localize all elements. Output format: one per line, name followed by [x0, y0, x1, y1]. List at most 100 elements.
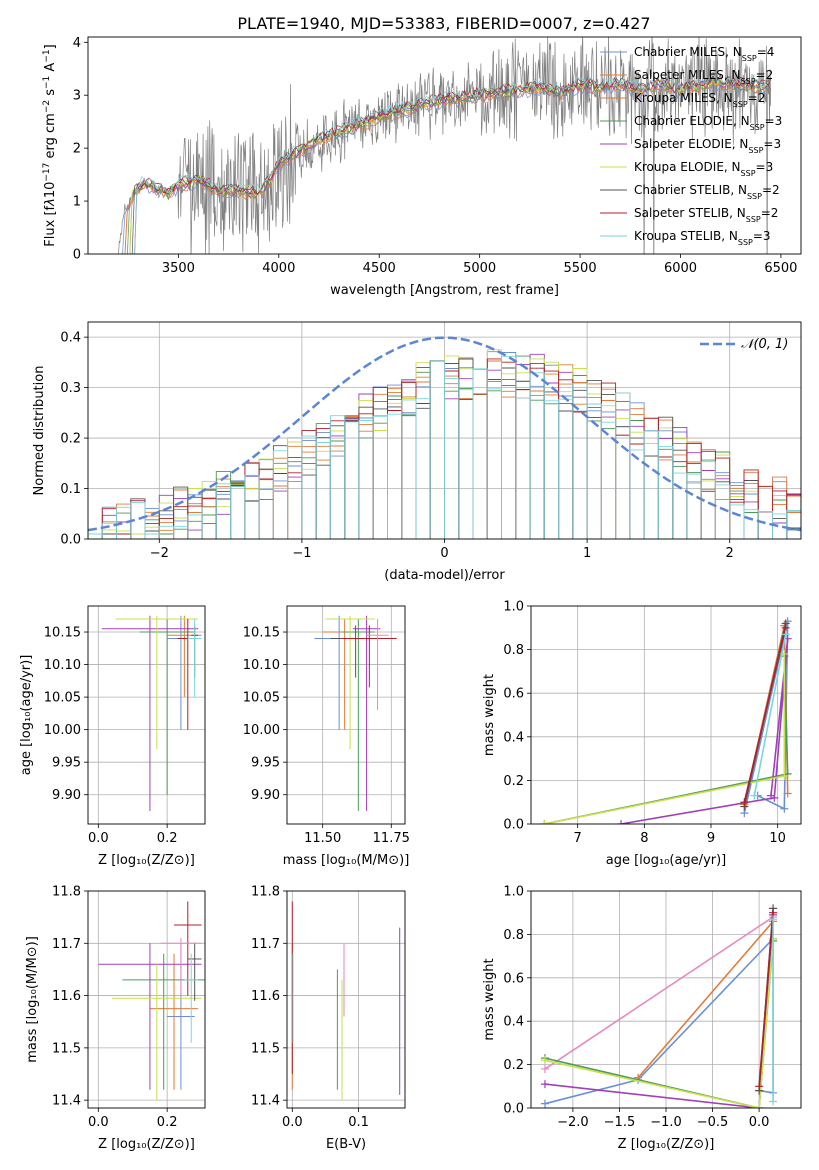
- model-line-8: [120, 74, 772, 254]
- x-tick-label: 3500: [162, 261, 195, 276]
- y-tick-label: 4: [73, 36, 81, 51]
- y-axis-label: mass [log₁₀(M/M⊙)]: [25, 936, 40, 1063]
- axes-frame: [87, 890, 206, 1109]
- y-tick-label: 0.4: [503, 1015, 524, 1030]
- x-tick-label: 4000: [262, 261, 295, 276]
- axes-frame: [530, 605, 802, 825]
- y-tick-label: 0: [73, 248, 81, 263]
- legend-label: Salpeter ELODIE, NSSP=3: [634, 137, 781, 155]
- weight-marker: [769, 915, 778, 924]
- plot-area-mass-vs-z: [88, 891, 205, 1108]
- plot-area-spectrum: [118, 37, 772, 254]
- x-tick-label: 0.0: [88, 1115, 109, 1130]
- weight-marker: [755, 1104, 764, 1108]
- weight-marker: [755, 1082, 764, 1091]
- x-tick-label: −1.0: [650, 1115, 682, 1130]
- x-tick-label: 0.2: [157, 831, 178, 846]
- axes-frame: [87, 321, 802, 540]
- y-tick-label: 11.4: [251, 1094, 280, 1109]
- weight-line-4: [544, 914, 774, 1108]
- weight-line-5: [544, 938, 774, 1108]
- weight-line-2: [544, 916, 774, 1070]
- y-axis-label: mass weight: [482, 958, 497, 1040]
- y-tick-label: 10.15: [243, 626, 280, 641]
- y-tick-label: 9.95: [52, 756, 81, 771]
- legend-label: Kroupa STELIB, NSSP=3: [634, 229, 771, 247]
- y-axis-label: Flux [fλ10−17 erg cm−2 s−1 A−1]: [42, 44, 58, 246]
- y-axis-label: age [log₁₀(age/yr)]: [19, 655, 34, 776]
- y-tick-label: 0.0: [503, 1102, 524, 1117]
- legend-label: Chabrier ELODIE, NSSP=3: [634, 114, 782, 132]
- y-tick-label: 11.7: [52, 937, 81, 952]
- weight-marker: [780, 772, 789, 781]
- y-tick-label: 0.2: [503, 1058, 524, 1073]
- x-axis-label: Z [log₁₀(Z/Z⊙)]: [618, 1137, 715, 1152]
- plot-area-age-vs-z: [88, 606, 205, 824]
- y-axis-label: mass weight: [482, 674, 497, 756]
- y-axis-label: Normed distribution: [32, 366, 47, 496]
- axes-frame: [286, 605, 406, 825]
- y-tick-label: 0.6: [503, 971, 524, 986]
- x-tick-label: −0.5: [697, 1115, 729, 1130]
- y-tick-label: 10.00: [243, 723, 280, 738]
- x-tick-label: −2.0: [557, 1115, 589, 1130]
- plot-area-age-vs-mass: [287, 606, 405, 824]
- model-line-1: [120, 81, 771, 254]
- axes-frame: [286, 890, 406, 1109]
- legend-spectrum: Chabrier MILES, NSSP=4 Salpeter MILES, NS…: [600, 45, 782, 247]
- legend-label: Chabrier MILES, NSSP=4: [634, 45, 774, 63]
- weight-line-1: [637, 920, 774, 1079]
- y-tick-label: 1.0: [503, 885, 524, 900]
- weight-marker: [540, 1080, 549, 1089]
- histogram-8: [88, 355, 801, 539]
- x-axis-label: Z [log₁₀(Z/Z⊙)]: [98, 853, 195, 868]
- y-tick-label: 0.4: [60, 331, 81, 346]
- x-tick-label: 2: [726, 546, 734, 561]
- weight-marker: [740, 798, 749, 807]
- x-tick-label: 0.2: [157, 1115, 178, 1130]
- y-tick-label: 10.05: [44, 691, 81, 706]
- x-tick-label: 8: [640, 831, 648, 846]
- y-tick-label: 11.7: [251, 937, 280, 952]
- spectrum-data-line: [118, 37, 772, 254]
- weight-line-7: [758, 912, 774, 1087]
- x-tick-label: 9: [707, 831, 715, 846]
- x-axis-label: (data-model)/error: [384, 568, 505, 583]
- chart-age-vs-z: 0.0 0.2 9.90 9.95 10.00 10.05 10.10 10.15 Z [log…: [19, 605, 206, 868]
- y-tick-label: 0.2: [60, 432, 81, 447]
- weight-marker: [540, 1064, 549, 1073]
- chart-weight-vs-z: −2.0 −1.5 −1.0 −0.5 0.0 0.0 0.2 0.4 0.6 0.8 1.0 Z […: [482, 885, 802, 1152]
- y-tick-label: 0.0: [60, 533, 81, 548]
- x-axis-label: mass [log₁₀(M/M⊙)]: [283, 853, 410, 868]
- chart-spectrum: 3500 4000 4500 5000 5500 6000 6500 0 1 2 3 4 wavelen…: [42, 36, 802, 298]
- x-axis-label: E(B-V): [326, 1137, 366, 1152]
- chart-age-vs-mass: 11.50 11.75 9.90 9.95 10.00 10.05 10.10 10.15 ma…: [243, 605, 410, 868]
- y-tick-label: 0.6: [503, 687, 524, 702]
- model-line-7: [120, 73, 772, 254]
- x-tick-label: 4500: [363, 261, 396, 276]
- y-tick-label: 9.95: [251, 756, 280, 771]
- weight-marker: [540, 1056, 549, 1065]
- x-tick-label: 10: [769, 831, 786, 846]
- y-tick-label: 10.10: [243, 658, 280, 673]
- y-tick-label: 10.05: [243, 691, 280, 706]
- x-tick-label: 11.75: [373, 831, 410, 846]
- plot-area-weight-vs-age: [531, 606, 801, 824]
- y-tick-label: 0.3: [60, 381, 81, 396]
- x-tick-label: 5500: [564, 261, 597, 276]
- x-axis-label: Z [log₁₀(Z/Z⊙)]: [98, 1137, 195, 1152]
- y-tick-label: 11.6: [251, 989, 280, 1004]
- legend-label: Kroupa ELODIE, NSSP=3: [634, 160, 773, 178]
- y-tick-label: 10.10: [44, 658, 81, 673]
- y-tick-label: 9.90: [251, 788, 280, 803]
- y-tick-label: 11.6: [52, 989, 81, 1004]
- weight-line-7: [753, 634, 787, 796]
- y-tick-label: 0.8: [503, 928, 524, 943]
- y-tick-label: 9.90: [52, 788, 81, 803]
- legend-label: Chabrier STELIB, NSSP=2: [634, 183, 780, 201]
- y-tick-label: 1: [73, 195, 81, 210]
- weight-marker: [540, 1099, 549, 1108]
- y-tick-label: 0.4: [503, 730, 524, 745]
- y-tick-label: 2: [73, 142, 81, 157]
- weight-line-3: [620, 638, 789, 824]
